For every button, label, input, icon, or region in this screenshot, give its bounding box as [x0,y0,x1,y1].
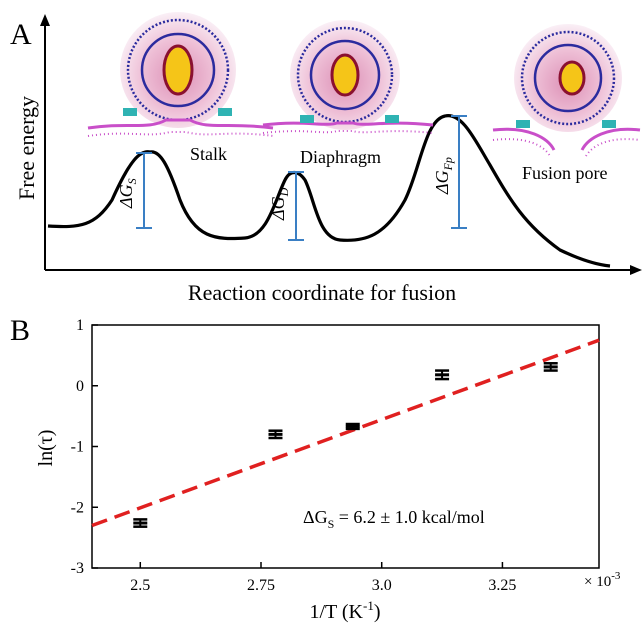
state-label-diaphragm: Diaphragm [300,147,381,167]
barrier-stalk [136,152,152,229]
panel-a-ylabel: Free energy [14,96,39,200]
data-point [345,422,360,431]
data-point [435,369,450,381]
fit-line-group [91,338,600,528]
energy-curve [47,114,611,268]
barrier-fusion-pore [451,115,467,229]
y-tick-label: -2 [71,499,84,516]
barrier-label-diaphragm: ΔGD [268,187,291,221]
panel-a-x-arrow [630,265,642,275]
panel-a-label: A [10,18,32,51]
state-label-fusion-pore: Fusion pore [522,163,608,183]
x-tick-label: 2.75 [247,577,275,594]
barrier-label-fusion-pore: ΔGFp [432,157,455,195]
x-tick-label: 2.5 [130,577,150,594]
y-tick-label: -3 [71,560,84,577]
y-tick-label: 0 [76,378,84,395]
data-point [133,518,148,528]
panel-a: A Free energy Reaction coordinate for fu… [10,12,642,305]
x-tick-label: 3.0 [372,577,392,594]
data-point [268,429,283,440]
activation-energy-annotation: ΔGS = 6.2 ± 1.0 kcal/mol [303,507,485,531]
panel-b-label: B [10,314,30,347]
panel-a-y-arrow [40,14,50,26]
panel-b-ylabel: ln(τ) [35,430,57,467]
data-points [133,362,558,528]
panel-b-ticks: 2.5 2.75 3.0 3.25 -3 -2 -1 0 1 [71,317,517,594]
x-tick-label: 3.25 [488,577,516,594]
barrier-label-stalk: ΔGS [116,178,139,209]
panel-b-frame [91,324,600,569]
vesicle-illustration-diaphragm [262,20,434,134]
vesicle-illustration-fusion-pore [492,24,641,157]
state-label-stalk: Stalk [190,144,227,164]
fit-line [91,338,600,528]
panel-b: B 2.5 2.75 3.0 3.25 -3 -2 -1 0 1 ΔGS = 6.2 ± 1.0… [10,314,621,623]
panel-a-xlabel: Reaction coordinate for fusion [188,280,456,305]
barrier-diaphragm [288,171,304,241]
y-tick-label: 1 [76,317,84,334]
data-point [543,362,558,372]
x-multiplier: × 10-3 [584,570,621,590]
panel-b-xlabel: 1/T (K-1) [309,598,380,623]
y-tick-label: -1 [71,439,84,456]
vesicle-illustration-stalk [87,12,274,137]
